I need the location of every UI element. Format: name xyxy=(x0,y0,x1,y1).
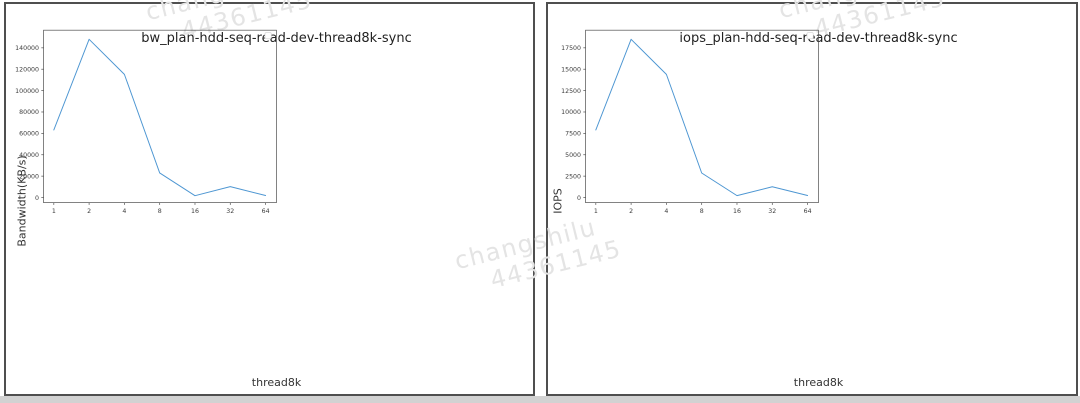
y-tick-label: 100000 xyxy=(15,88,39,95)
x-axis-label: thread8k xyxy=(793,376,844,389)
data-series-line xyxy=(53,38,267,197)
y-tick-label: 7500 xyxy=(565,131,581,138)
x-tick-label: 8 xyxy=(700,208,704,215)
x-tick-label: 32 xyxy=(768,208,776,215)
y-tick-label: 15000 xyxy=(561,66,581,73)
x-tick-label: 2 xyxy=(629,208,633,215)
y-tick-label: 12500 xyxy=(561,88,581,95)
legend-box xyxy=(264,32,272,40)
y-tick-label: 5000 xyxy=(565,152,581,159)
bottom-strip xyxy=(0,396,1080,403)
x-tick-label: 16 xyxy=(191,208,199,215)
x-tick-label: 2 xyxy=(87,208,91,215)
x-tick-label: 1 xyxy=(594,208,598,215)
x-tick-label: 4 xyxy=(122,208,126,215)
bandwidth-line-plot: 0 20000 40000 60000 80000 100000 120000 140000 1… xyxy=(6,4,306,230)
y-tick-label: 17500 xyxy=(561,45,581,52)
x-axis-label: thread8k xyxy=(251,376,302,389)
y-tick-label: 0 xyxy=(35,195,39,202)
x-tick-label: 64 xyxy=(262,208,270,215)
axes-frame xyxy=(43,29,277,203)
y-tick-label: 140000 xyxy=(15,45,39,52)
axes-frame xyxy=(585,29,819,203)
bandwidth-chart-panel: bw_plan-hdd-seq-read-dev-thread8k-sync B… xyxy=(4,2,535,396)
data-series-line xyxy=(595,38,809,197)
plot-canvas: 0 2500 5000 7500 10000 12500 15000 17500 1 2 4 8 16 3… xyxy=(561,29,819,215)
y-tick-label: 10000 xyxy=(561,109,581,116)
y-tick-label: 60000 xyxy=(19,131,39,138)
x-tick-label: 16 xyxy=(733,208,741,215)
x-tick-label: 8 xyxy=(158,208,162,215)
y-tick-label: 20000 xyxy=(19,173,39,180)
y-tick-label: 120000 xyxy=(15,66,39,73)
y-tick-label: 0 xyxy=(577,195,581,202)
x-tick-label: 4 xyxy=(664,208,668,215)
y-tick-label: 40000 xyxy=(19,152,39,159)
y-tick-label: 80000 xyxy=(19,109,39,116)
legend-box xyxy=(806,32,814,40)
x-tick-label: 64 xyxy=(804,208,812,215)
x-tick-label: 1 xyxy=(52,208,56,215)
iops-line-plot: 0 2500 5000 7500 10000 12500 15000 17500 1 2 4 8 16 3… xyxy=(548,4,848,230)
plot-canvas: 0 20000 40000 60000 80000 100000 120000 140000 1… xyxy=(15,29,277,215)
y-tick-label: 2500 xyxy=(565,173,581,180)
iops-chart-panel: iops_plan-hdd-seq-read-dev-thread8k-sync… xyxy=(546,2,1078,396)
x-tick-label: 32 xyxy=(226,208,234,215)
